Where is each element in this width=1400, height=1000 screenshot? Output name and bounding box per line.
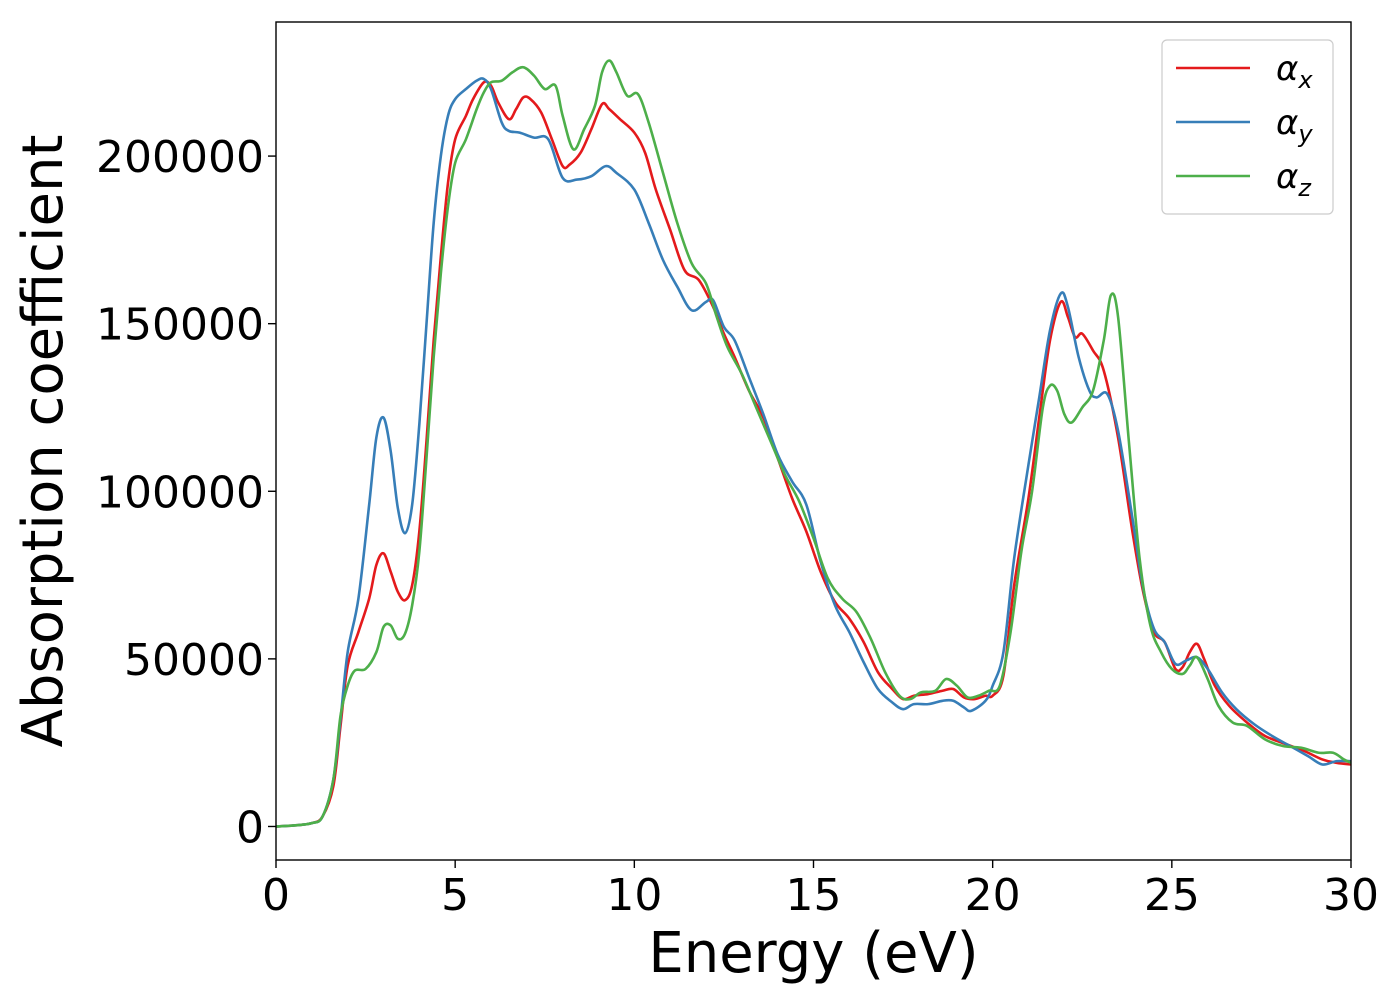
x-tick-label: 25	[1144, 870, 1200, 921]
x-tick-label: 15	[786, 870, 842, 921]
x-tick-label: 20	[965, 870, 1021, 921]
x-tick-label: 5	[441, 870, 469, 921]
x-tick-label: 30	[1323, 870, 1379, 921]
y-tick-label: 200000	[96, 132, 264, 183]
y-axis: 0 50000 100000 150000 200000	[96, 132, 276, 853]
y-tick-label: 150000	[96, 300, 264, 351]
x-tick-label: 10	[606, 870, 662, 921]
y-tick-label: 100000	[96, 467, 264, 518]
legend: αx αy αz	[1161, 39, 1334, 215]
legend-label-z: αz	[1276, 157, 1312, 202]
x-axis-title: Energy (eV)	[648, 921, 978, 986]
legend-label-y: αy	[1276, 103, 1313, 148]
legend-box	[1161, 39, 1334, 215]
y-tick-label: 50000	[124, 635, 264, 686]
y-axis-title: Absorption coefficient	[11, 135, 76, 748]
y-tick-label: 0	[236, 802, 264, 853]
x-axis: 0 5 10 15 20 25 30	[262, 860, 1379, 921]
series-line-z	[276, 59, 1351, 828]
series-layer	[276, 59, 1351, 828]
series-line-y	[276, 77, 1351, 828]
legend-label-x: αx	[1276, 49, 1313, 94]
x-tick-label: 0	[262, 870, 290, 921]
